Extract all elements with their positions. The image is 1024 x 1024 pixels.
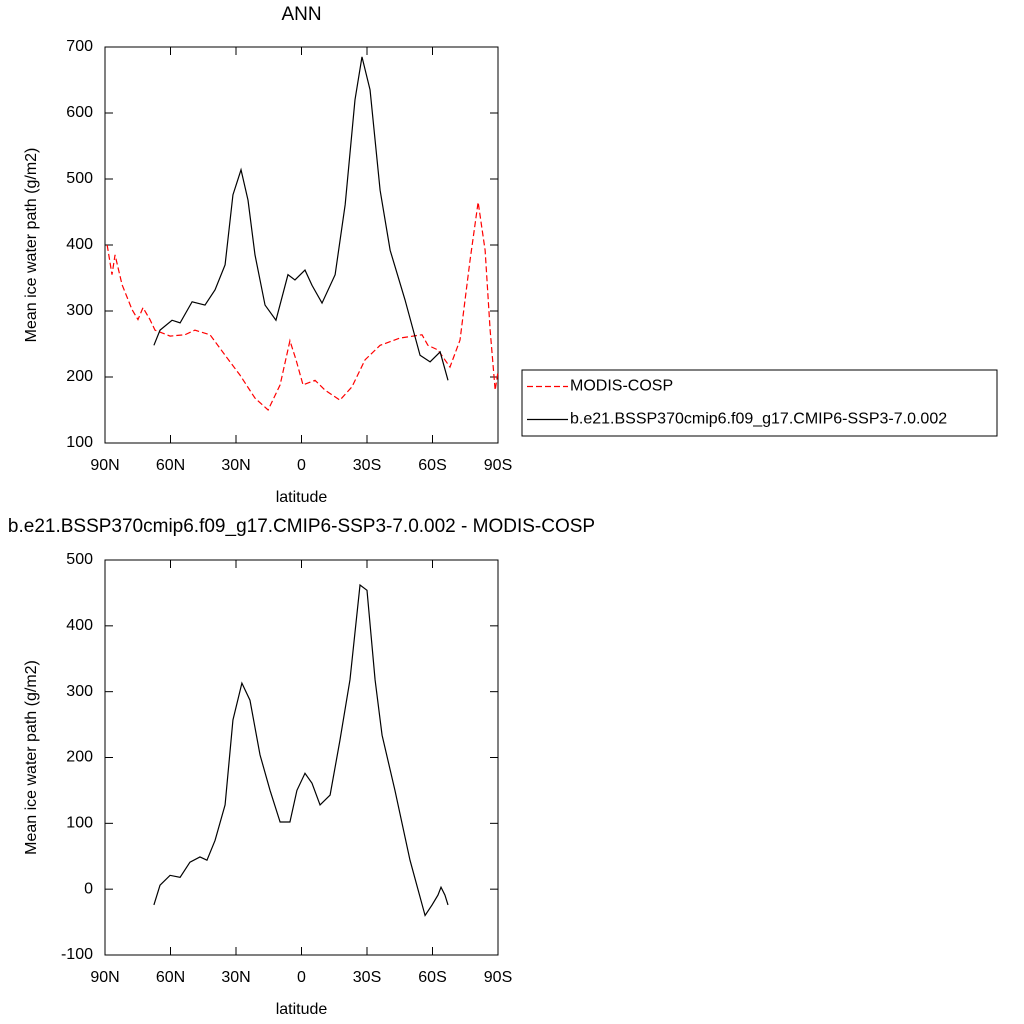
x-tick-label: 0	[297, 457, 306, 474]
chart-title: ANN	[281, 4, 321, 25]
data-line	[153, 56, 449, 381]
y-tick-label: 200	[66, 368, 93, 385]
y-tick-label: 100	[66, 434, 93, 451]
x-tick-label: 60N	[156, 457, 185, 474]
x-axis-label: latitude	[276, 1001, 328, 1018]
x-tick-label: 90S	[484, 969, 512, 986]
y-tick-label: 400	[66, 617, 93, 634]
x-tick-label: 90N	[90, 969, 119, 986]
y-axis-label: Mean ice water path (g/m2)	[23, 660, 40, 855]
y-tick-label: 600	[66, 104, 93, 121]
legend-label: MODIS-COSP	[570, 378, 673, 395]
y-tick-label: 300	[66, 302, 93, 319]
plot-frame	[104, 46, 499, 444]
y-tick-label: 300	[66, 683, 93, 700]
x-tick-label: 90S	[484, 457, 512, 474]
y-tick-label: 500	[66, 551, 93, 568]
y-tick-label: 700	[66, 38, 93, 55]
x-tick-label: 30N	[221, 969, 250, 986]
data-line	[153, 583, 449, 917]
y-tick-label: 100	[66, 815, 93, 832]
y-tick-label: 0	[84, 880, 93, 897]
y-tick-label: -100	[61, 946, 93, 963]
x-axis-label: latitude	[276, 489, 328, 506]
x-tick-label: 30S	[353, 969, 381, 986]
chart-title: b.e21.BSSP370cmip6.f09_g17.CMIP6-SSP3-7.…	[8, 516, 595, 537]
plot-frame	[104, 559, 499, 956]
x-tick-label: 0	[297, 969, 306, 986]
y-tick-label: 400	[66, 236, 93, 253]
x-tick-label: 60S	[418, 969, 446, 986]
x-tick-label: 30N	[221, 457, 250, 474]
y-axis-label: Mean ice water path (g/m2)	[23, 148, 40, 343]
legend-label: b.e21.BSSP370cmip6.f09_g17.CMIP6-SSP3-7.…	[570, 411, 947, 428]
y-tick-label: 500	[66, 170, 93, 187]
x-tick-label: 60N	[156, 969, 185, 986]
legend-box	[521, 369, 998, 437]
x-tick-label: 90N	[90, 457, 119, 474]
data-line	[106, 202, 499, 411]
y-tick-label: 200	[66, 749, 93, 766]
x-tick-label: 30S	[353, 457, 381, 474]
x-tick-label: 60S	[418, 457, 446, 474]
